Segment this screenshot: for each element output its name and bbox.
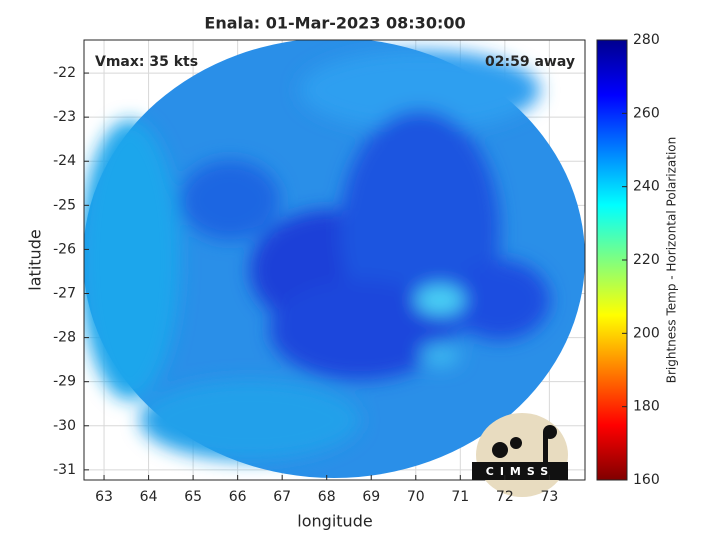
x-tick-label: 68 xyxy=(318,489,336,505)
colorbar-tick-label: 180 xyxy=(633,399,660,415)
x-tick-label: 64 xyxy=(140,489,158,505)
colorbar-tick-label: 160 xyxy=(633,472,660,488)
x-tick-label: 63 xyxy=(95,489,113,505)
y-tick-label: -26 xyxy=(53,241,76,257)
colorbar-label: Brightness Temp - Horizontal Polarizatio… xyxy=(665,137,679,384)
y-axis-label: latitude xyxy=(26,229,45,290)
y-tick-label: -31 xyxy=(53,462,76,478)
y-tick-label: -29 xyxy=(53,374,76,390)
image-texture xyxy=(84,50,550,460)
x-tick-label: 73 xyxy=(540,489,558,505)
annotation: 02:59 away xyxy=(485,54,575,70)
y-tick-label: -24 xyxy=(53,153,76,169)
y-tick-label: -23 xyxy=(53,109,76,125)
colorbar-tick-label: 200 xyxy=(633,325,660,341)
x-tick-label: 67 xyxy=(273,489,291,505)
colorbar-tick-label: 260 xyxy=(633,105,660,121)
x-tick-label: 65 xyxy=(184,489,202,505)
x-tick-label: 66 xyxy=(229,489,247,505)
satellite-image xyxy=(84,40,585,478)
x-tick-label: 70 xyxy=(407,489,425,505)
annotation: Vmax: 35 kts xyxy=(95,54,198,70)
y-tick-label: -25 xyxy=(53,197,76,213)
x-tick-label: 69 xyxy=(362,489,380,505)
y-tick-label: -28 xyxy=(53,330,76,346)
logo-text: CIMSS xyxy=(486,465,554,478)
colorbar-tick-label: 280 xyxy=(633,32,660,48)
colorbar-tick-label: 240 xyxy=(633,179,660,195)
plot-frame xyxy=(83,39,586,481)
logo: CIMSS xyxy=(472,413,568,497)
chart-title: Enala: 01-Mar-2023 08:30:00 xyxy=(204,14,465,33)
y-tick-label: -30 xyxy=(53,418,76,434)
x-axis-label: longitude xyxy=(297,512,372,531)
y-tick-label: -27 xyxy=(53,286,76,302)
colorbar-tick-label: 220 xyxy=(633,252,660,268)
x-tick-label: 72 xyxy=(496,489,514,505)
y-tick-label: -22 xyxy=(53,65,76,81)
x-tick-label: 71 xyxy=(451,489,469,505)
